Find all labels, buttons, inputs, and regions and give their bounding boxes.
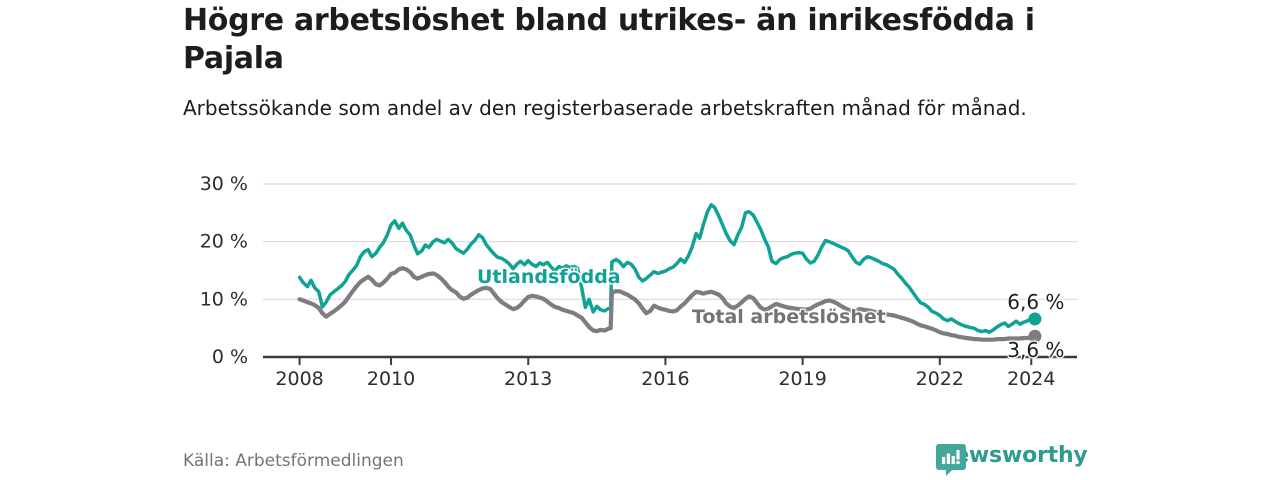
x-axis-tick-label: 2022 (916, 368, 964, 390)
source-note: Källa: Arbetsförmedlingen (183, 451, 404, 471)
bar-medium (946, 453, 950, 464)
x-axis-tick-label: 2008 (275, 368, 323, 390)
series-label-total-arbetsloshet: Total arbetslöshet (691, 306, 886, 329)
end-value-label-total: 3,6 % (1007, 338, 1065, 363)
x-axis-tick-label: 2016 (641, 368, 689, 390)
bar-small (942, 457, 946, 464)
series-end-dot (1028, 312, 1042, 326)
bar-chart-speech-bubble-icon (936, 444, 966, 476)
x-axis-tick-label: 2024 (1007, 368, 1055, 390)
newsworthy-logo: Newsworthy (936, 443, 1088, 476)
x-axis-tick-label: 2019 (778, 368, 826, 390)
chart-subtitle: Arbetssökande som andel av den registerb… (183, 96, 1027, 120)
page-title: Högre arbetslöshet bland utrikes- än inr… (183, 3, 1035, 77)
speech-bubble-shape (936, 444, 966, 476)
bar-short (951, 456, 955, 464)
series-label-utlandsfodda: Utlandsfödda (477, 265, 621, 288)
end-value-label-utlandsfodda: 6,6 % (1007, 289, 1065, 314)
y-axis-tick-label: 0 % (212, 346, 248, 368)
x-axis-tick-label: 2013 (504, 368, 552, 390)
series-line-total (297, 266, 1037, 342)
x-axis-tick-label: 2010 (367, 368, 415, 390)
y-axis-tick-label: 20 % (200, 231, 248, 253)
exclamation-dot (956, 460, 960, 465)
series-line-utlandsfodda (297, 203, 1037, 334)
series-end-dot (1028, 329, 1042, 343)
exclamation-bar (956, 450, 960, 460)
y-axis-tick-label: 10 % (200, 288, 248, 310)
y-axis-tick-label: 30 % (200, 173, 248, 195)
